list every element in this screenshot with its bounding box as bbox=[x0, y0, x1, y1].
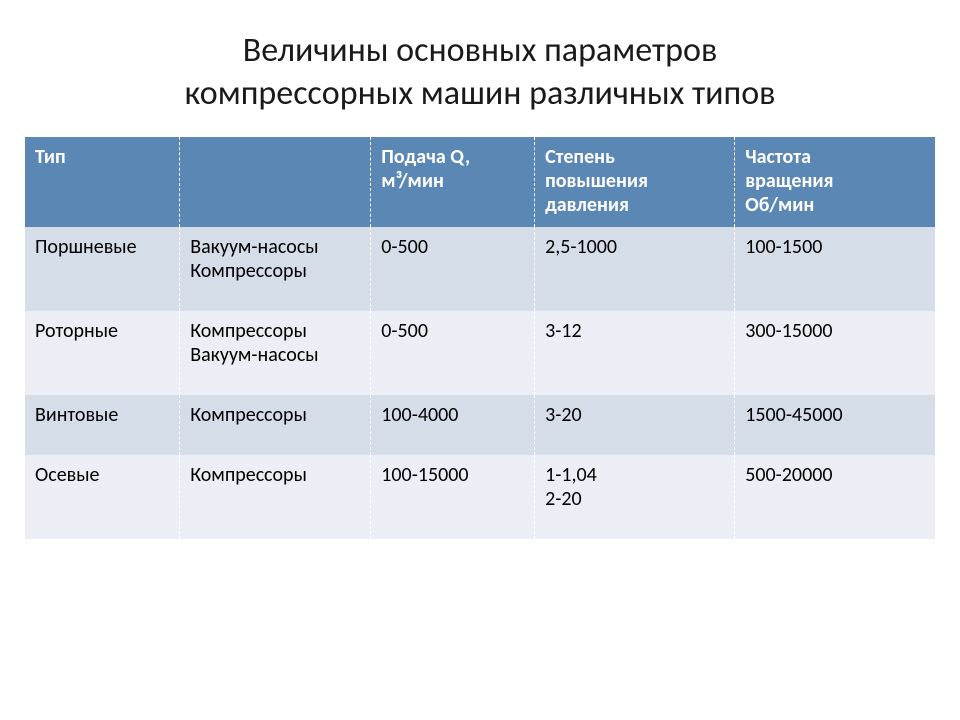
col-header-type: Тип bbox=[25, 137, 180, 227]
cell-type: Роторные bbox=[25, 311, 180, 395]
cell-subtype: Компрессоры bbox=[180, 455, 371, 539]
parameters-table: Тип Подача Q, м³/мин Степень повышения д… bbox=[25, 137, 935, 539]
cell-type: Винтовые bbox=[25, 395, 180, 455]
cell-pressure: 1-1,04 2-20 bbox=[535, 455, 735, 539]
cell-pressure: 3-12 bbox=[535, 311, 735, 395]
col-header-rpm: Частота вращения Об/мин bbox=[735, 137, 935, 227]
cell-subtype: Компрессоры bbox=[180, 395, 371, 455]
cell-flow: 0-500 bbox=[371, 311, 535, 395]
cell-type: Осевые bbox=[25, 455, 180, 539]
cell-flow: 0-500 bbox=[371, 227, 535, 311]
slide: Величины основных параметров компрессорн… bbox=[0, 0, 960, 720]
table-header-row: Тип Подача Q, м³/мин Степень повышения д… bbox=[25, 137, 935, 227]
cell-rpm: 500-20000 bbox=[735, 455, 935, 539]
cell-type: Поршневые bbox=[25, 227, 180, 311]
cell-flow: 100-4000 bbox=[371, 395, 535, 455]
cell-pressure: 2,5-1000 bbox=[535, 227, 735, 311]
col-header-subtype bbox=[180, 137, 371, 227]
cell-rpm: 300-15000 bbox=[735, 311, 935, 395]
table-row: Осевые Компрессоры 100-15000 1-1,04 2-20… bbox=[25, 455, 935, 539]
cell-subtype: Вакуум-насосы Компрессоры bbox=[180, 227, 371, 311]
parameters-table-wrap: Тип Подача Q, м³/мин Степень повышения д… bbox=[25, 137, 935, 539]
cell-subtype: Компрессоры Вакуум-насосы bbox=[180, 311, 371, 395]
table-row: Винтовые Компрессоры 100-4000 3-20 1500-… bbox=[25, 395, 935, 455]
table-row: Поршневые Вакуум-насосы Компрессоры 0-50… bbox=[25, 227, 935, 311]
cell-pressure: 3-20 bbox=[535, 395, 735, 455]
cell-flow: 100-15000 bbox=[371, 455, 535, 539]
cell-rpm: 100-1500 bbox=[735, 227, 935, 311]
col-header-flow: Подача Q, м³/мин bbox=[371, 137, 535, 227]
cell-rpm: 1500-45000 bbox=[735, 395, 935, 455]
table-row: Роторные Компрессоры Вакуум-насосы 0-500… bbox=[25, 311, 935, 395]
page-title: Величины основных параметров компрессорн… bbox=[60, 30, 900, 115]
col-header-pressure-ratio: Степень повышения давления bbox=[535, 137, 735, 227]
